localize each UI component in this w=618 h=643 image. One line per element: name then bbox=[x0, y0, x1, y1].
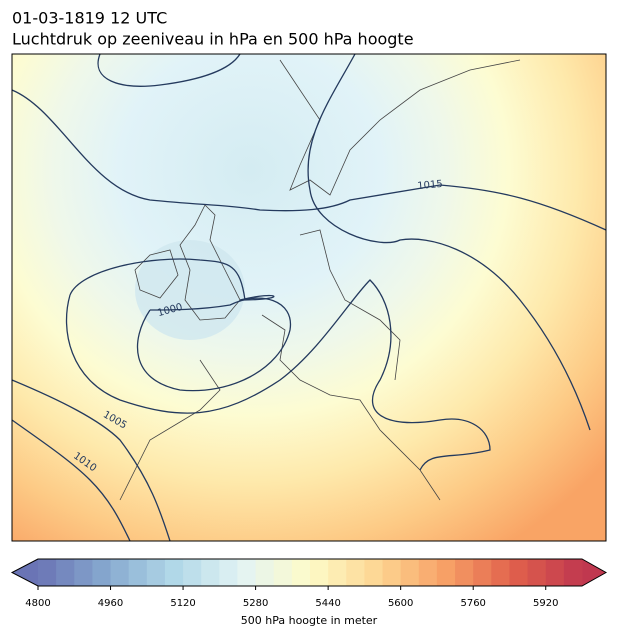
colorbar-box bbox=[527, 559, 547, 586]
title: 01-03-1819 12 UTC bbox=[12, 9, 167, 28]
colorbar-tick-label: 5120 bbox=[170, 598, 195, 609]
colorbar-box bbox=[273, 559, 293, 586]
isobar bbox=[12, 379, 171, 541]
colorbar-box bbox=[382, 559, 402, 586]
colorbar-box bbox=[56, 559, 75, 586]
colorbar-box bbox=[563, 559, 583, 586]
colorbar-box bbox=[509, 559, 529, 586]
colorbar-tick-label: 5920 bbox=[533, 598, 558, 609]
colorbar-box bbox=[346, 559, 365, 586]
isobar bbox=[136, 297, 292, 392]
colorbar-tick-label: 5600 bbox=[388, 598, 413, 609]
colorbar-frame bbox=[10, 558, 608, 587]
isobar bbox=[12, 419, 131, 541]
colorbar-tick-label: 4800 bbox=[25, 598, 50, 609]
map-frame bbox=[11, 53, 607, 542]
colorbar-box bbox=[110, 559, 130, 586]
coastline bbox=[119, 59, 521, 501]
colorbar-extend bbox=[582, 559, 606, 586]
colorbar-box bbox=[364, 559, 384, 586]
colorbar-box bbox=[201, 559, 220, 586]
low-core bbox=[135, 240, 245, 340]
colorbar: 4800 4960 5120 5280 5440 5600 5760 5920 bbox=[10, 558, 608, 609]
colorbar-box bbox=[473, 559, 492, 586]
colorbar-box bbox=[491, 559, 510, 586]
colorbar-tick-label: 4960 bbox=[98, 598, 123, 609]
colorbar-box bbox=[237, 559, 257, 586]
colorbar-box bbox=[255, 559, 275, 586]
isobar bbox=[307, 54, 591, 431]
colorbar-tick-label: 5760 bbox=[460, 598, 485, 609]
colorbar-box bbox=[291, 559, 311, 586]
colorbar-box bbox=[92, 559, 112, 586]
colorbar-box bbox=[455, 559, 474, 586]
isobar bbox=[97, 54, 241, 87]
subtitle: Luchtdruk op zeeniveau in hPa en 500 hPa… bbox=[12, 30, 414, 49]
contour-label: 1015 bbox=[417, 179, 443, 192]
isobar bbox=[12, 89, 606, 231]
isobar bbox=[65, 279, 491, 471]
colorbar-box bbox=[146, 559, 166, 586]
colorbar-tick-label: 5280 bbox=[243, 598, 268, 609]
map bbox=[12, 54, 606, 541]
colorbar-box bbox=[219, 559, 238, 586]
colorbar-box bbox=[74, 559, 93, 586]
colorbar-box bbox=[418, 559, 438, 586]
colorbar-box bbox=[436, 559, 456, 586]
colorbar-box bbox=[183, 559, 202, 586]
colorbar-box bbox=[400, 559, 420, 586]
colorbar-tick-label: 5440 bbox=[315, 598, 340, 609]
colorbar-box bbox=[128, 559, 148, 586]
colorbar-box bbox=[328, 559, 347, 586]
isobar bbox=[69, 258, 275, 301]
colorbar-extend bbox=[12, 559, 38, 586]
colorbar-box bbox=[38, 559, 57, 586]
colorbar-box bbox=[310, 559, 329, 586]
height-field bbox=[12, 54, 606, 541]
colorbar-label: 500 hPa hoogte in meter bbox=[241, 614, 378, 627]
colorbar-box bbox=[545, 559, 565, 586]
colorbar-box bbox=[164, 559, 184, 586]
